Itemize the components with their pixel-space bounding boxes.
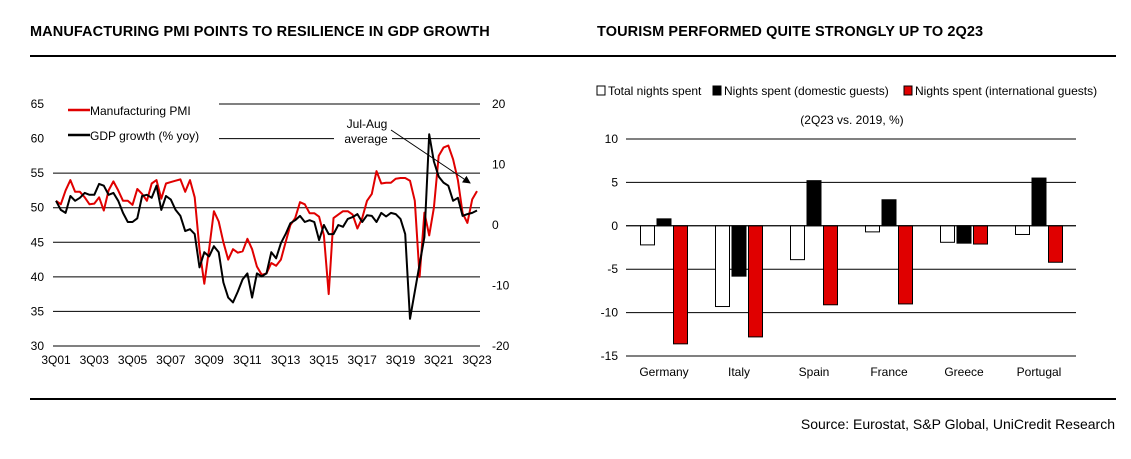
bar-italy-total — [715, 225, 730, 308]
category-label: Portugal — [1017, 365, 1062, 379]
top-divider — [30, 55, 1116, 57]
bar-portugal-domestic — [1031, 177, 1047, 227]
right-chart-title: TOURISM PERFORMED QUITE STRONGLY UP TO 2… — [597, 24, 984, 40]
annotation-line-2: average — [344, 132, 388, 146]
legend-label: Nights spent (domestic guests) — [724, 84, 889, 98]
bar-spain-domestic — [806, 180, 822, 227]
y-tick: 5 — [611, 175, 618, 189]
bar-spain-total — [790, 225, 805, 261]
y-tick: 10 — [605, 132, 619, 146]
left-y-tick: 60 — [31, 132, 45, 146]
bar-greece-total — [940, 225, 955, 243]
x-tick: 3Q01 — [41, 353, 71, 367]
right-y-tick: 10 — [492, 158, 506, 172]
y-tick: -15 — [601, 349, 619, 363]
right-y-tick: 0 — [492, 218, 499, 232]
category-label: Greece — [944, 365, 984, 379]
legend-swatch — [596, 85, 606, 96]
legend-label: Manufacturing PMI — [90, 104, 191, 118]
bar-germany-domestic — [656, 218, 672, 227]
category-label: France — [870, 365, 908, 379]
left-y-tick: 40 — [31, 270, 45, 284]
legend-swatch — [903, 85, 913, 96]
right-y-tick: -10 — [492, 279, 510, 293]
x-tick: 3Q21 — [424, 353, 454, 367]
bar-germany-total — [640, 225, 655, 246]
category-label: Italy — [728, 365, 750, 379]
y-tick: -5 — [607, 262, 618, 276]
x-tick: 3Q15 — [309, 353, 339, 367]
bar-france-international — [898, 225, 913, 305]
y-tick: 0 — [611, 219, 618, 233]
left-chart-title: MANUFACTURING PMI POINTS TO RESILIENCE I… — [30, 24, 490, 40]
source-note: Source: Eurostat, S&P Global, UniCredit … — [800, 416, 1115, 432]
chart-subtitle: (2Q23 vs. 2019, %) — [800, 113, 903, 127]
left-y-tick: 65 — [31, 97, 45, 111]
x-tick: 3Q03 — [80, 353, 110, 367]
annotation-arrow — [390, 129, 471, 184]
left-y-tick: 30 — [31, 339, 45, 353]
bar-france-total — [865, 225, 880, 233]
x-tick: 3Q11 — [233, 353, 262, 367]
x-tick: 3Q19 — [386, 353, 416, 367]
category-label: Germany — [639, 365, 688, 379]
bar-portugal-international — [1048, 225, 1063, 263]
category-label: Spain — [799, 365, 830, 379]
left-y-tick: 50 — [31, 201, 45, 215]
bar-greece-domestic — [956, 225, 972, 244]
x-tick: 3Q05 — [118, 353, 148, 367]
x-tick: 3Q13 — [271, 353, 301, 367]
right-y-tick: -20 — [492, 339, 510, 353]
bar-spain-international — [823, 225, 838, 306]
legend-label: GDP growth (% yoy) — [90, 129, 199, 143]
legend-swatch — [712, 85, 722, 96]
y-tick: -10 — [601, 306, 619, 320]
left-y-tick: 45 — [31, 235, 45, 249]
bar-italy-international — [748, 225, 763, 338]
x-tick: 3Q07 — [156, 353, 186, 367]
bar-portugal-total — [1015, 225, 1030, 235]
gdp-line — [55, 133, 478, 320]
left-y-tick: 35 — [31, 304, 45, 318]
bar-france-domestic — [881, 199, 897, 227]
x-tick: 3Q09 — [194, 353, 224, 367]
legend-label: Total nights spent — [608, 84, 702, 98]
bottom-divider — [30, 398, 1116, 400]
right-y-tick: 20 — [492, 97, 506, 111]
bar-italy-domestic — [731, 225, 747, 277]
legend-label: Nights spent (international guests) — [915, 84, 1097, 98]
bar-germany-international — [673, 225, 688, 345]
bar-greece-international — [973, 225, 988, 245]
left-y-tick: 55 — [31, 166, 45, 180]
annotation-line-1: Jul-Aug — [347, 117, 388, 131]
x-tick: 3Q23 — [462, 353, 492, 367]
x-tick: 3Q17 — [348, 353, 378, 367]
